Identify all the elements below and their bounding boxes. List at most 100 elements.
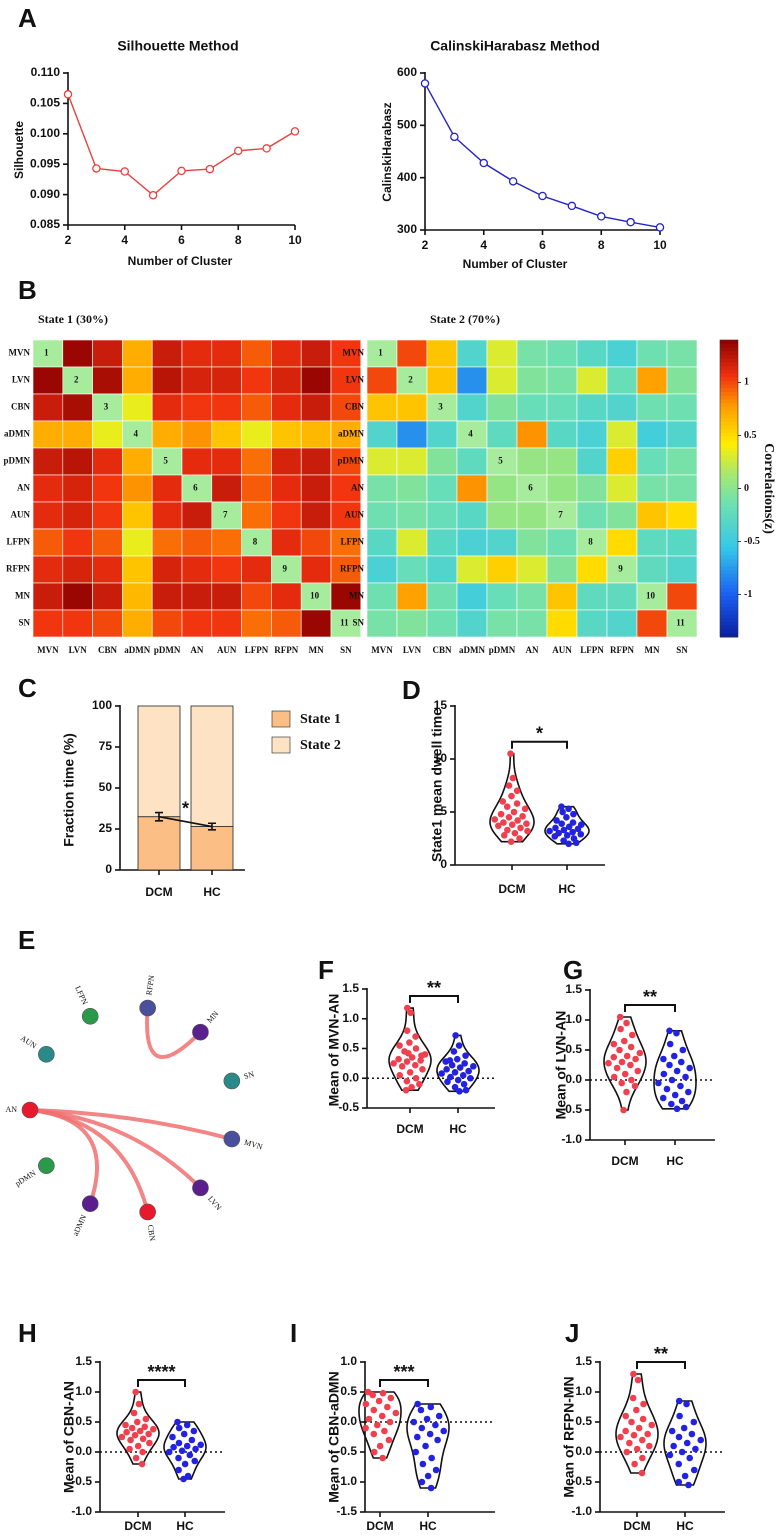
x-tick-label: HC	[666, 1154, 684, 1168]
heatmap-cell	[181, 555, 213, 584]
marker	[262, 144, 271, 153]
annotation: *	[182, 798, 189, 818]
data-point	[446, 1057, 454, 1064]
y-tick-label: -1.0	[336, 1474, 357, 1488]
heatmap-cell	[92, 609, 123, 638]
y-tick-label: 0.090	[30, 187, 60, 201]
marker	[655, 223, 665, 232]
y-tick-label: 0.110	[31, 65, 61, 79]
column-label: MVN	[371, 645, 393, 655]
y-tick-label: 75	[99, 739, 113, 753]
panel-label: G	[563, 955, 583, 985]
heatmap-cell	[181, 528, 213, 557]
x-tick-label: DCM	[611, 1154, 638, 1168]
heatmap-cell	[426, 447, 458, 476]
y-tick-label: 500	[397, 118, 417, 132]
heatmap-cell	[122, 366, 153, 395]
heatmap-cell	[241, 555, 272, 584]
heatmap-cell	[576, 420, 608, 449]
heatmap-cell	[666, 339, 698, 368]
heatmap-cell	[546, 609, 578, 638]
heatmap-cell	[32, 528, 64, 557]
heatmap-cell	[366, 609, 398, 638]
heatmap-cell	[396, 420, 428, 449]
data-point	[639, 1454, 646, 1462]
data-point	[386, 1418, 394, 1426]
x-tick-label: 4	[121, 233, 128, 247]
heatmap-cell	[576, 366, 608, 395]
y-tick-label: 0.0	[340, 1414, 357, 1428]
data-point	[145, 1430, 152, 1438]
colorbar-segment	[720, 347, 738, 352]
colorbar-segment	[720, 488, 738, 493]
heatmap-cell	[546, 474, 578, 503]
marker	[508, 177, 518, 186]
data-point	[396, 1071, 403, 1079]
y-axis-label: Mean of LVN-AN	[553, 1011, 569, 1120]
data-point	[141, 1423, 149, 1431]
y-tick-label: -0.5	[336, 1444, 357, 1458]
data-point	[392, 1409, 400, 1417]
colorbar-segment	[720, 358, 738, 363]
heatmap-cell	[300, 501, 332, 530]
colorbar-segment	[720, 469, 738, 475]
data-point	[675, 1478, 683, 1486]
colorbar-segment	[720, 447, 738, 452]
y-tick-label: 0.5	[342, 1041, 359, 1055]
annotation: **	[427, 978, 441, 998]
data-point	[690, 1466, 698, 1474]
data-point	[130, 1409, 138, 1417]
node	[192, 1023, 209, 1041]
colorbar-segment	[720, 503, 738, 508]
data-point	[174, 1418, 181, 1426]
panel-label: A	[18, 3, 37, 33]
colorbar-segment	[720, 462, 738, 467]
data-point	[369, 1391, 377, 1399]
heatmap-cell	[151, 393, 183, 422]
heatmap-cell	[32, 555, 64, 584]
chart-title: Silhouette Method	[117, 38, 238, 54]
data-point	[190, 1427, 198, 1435]
y-tick-label: 0.0	[75, 1444, 92, 1458]
data-point	[663, 1085, 671, 1093]
y-tick-label: 1.0	[575, 1384, 592, 1398]
colorbar-segment	[720, 577, 738, 582]
heatmap-cell	[151, 528, 183, 557]
heatmap-cell	[396, 393, 428, 422]
heatmap-cell	[330, 582, 362, 611]
data-point	[668, 1076, 676, 1084]
bar-segment	[137, 816, 181, 871]
significance-bracket	[511, 740, 568, 749]
colorbar-segment	[720, 559, 738, 564]
data-point	[524, 827, 531, 835]
heatmap-cell	[211, 393, 242, 422]
data-point	[628, 1418, 635, 1426]
colorbar-segment	[720, 373, 738, 378]
annotation: **	[654, 1344, 668, 1364]
data-point	[175, 1466, 182, 1474]
data-point	[675, 1433, 683, 1441]
panel-label: B	[18, 275, 37, 305]
data-point	[633, 1445, 641, 1453]
cell-label: 7	[223, 510, 228, 520]
heatmap-cell	[181, 447, 213, 476]
data-point	[138, 1460, 146, 1468]
y-tick-label: 1.0	[565, 1012, 582, 1026]
colorbar-segment	[720, 611, 738, 616]
data-point	[462, 1052, 469, 1059]
data-point	[122, 1421, 129, 1429]
y-axis-label: Mean of CBN-AN	[61, 1381, 77, 1493]
data-point	[629, 1394, 637, 1402]
y-axis-label: Mean of CBN-aDMN	[326, 1371, 342, 1502]
y-tick-label: 0.5	[340, 1384, 357, 1398]
heatmap-cell	[546, 528, 578, 557]
heatmap-cell	[181, 339, 213, 368]
data-point	[362, 1400, 370, 1408]
data-point	[666, 1451, 674, 1459]
y-tick-label: 1.0	[342, 1011, 359, 1025]
data-point	[422, 1442, 429, 1450]
x-tick-label: DCM	[623, 1519, 650, 1533]
row-label: SN	[352, 618, 364, 628]
data-point	[123, 1428, 130, 1436]
heatmap-cell	[486, 366, 518, 395]
